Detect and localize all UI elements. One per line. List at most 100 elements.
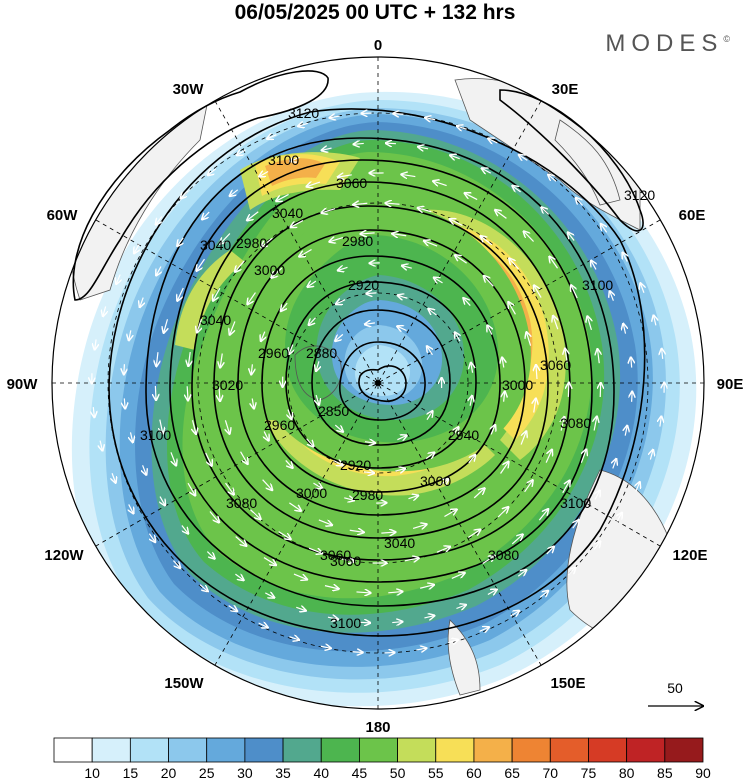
wind-vector: [538, 509, 548, 521]
colorbar-swatch: [53, 737, 93, 763]
wind-vector: [344, 498, 354, 501]
wind-vector: [520, 432, 526, 445]
wind-vector: [156, 352, 158, 366]
wind-vector: [418, 208, 432, 212]
map-title: 06/05/2025 00 UTC + 132 hrs: [234, 1, 516, 24]
wind-vector: [424, 241, 438, 247]
colorbar-tick-label: 15: [123, 765, 139, 781]
wind-vector: [334, 424, 343, 432]
wind-vector: [424, 616, 434, 618]
contour-label: 3060: [540, 357, 571, 373]
wind-vector: [662, 349, 663, 359]
longitude-labels: 0 30W 30E 60W 60E 90W 90E 120W 120E 150W…: [7, 37, 744, 736]
wind-vector: [225, 420, 229, 433]
wind-vector: [453, 427, 458, 437]
wind-vector: [534, 399, 536, 413]
wind-vector: [587, 316, 591, 331]
wind-vector: [100, 440, 102, 451]
wind-vector: [289, 637, 298, 640]
lon-label-180: 180: [365, 719, 390, 736]
colorbar-tick-label: 60: [466, 765, 482, 781]
wind-vector: [511, 535, 522, 545]
wind-vector: [181, 525, 188, 534]
wind-vector: [597, 349, 599, 364]
wind-vector: [508, 302, 516, 315]
wind-vector: [468, 455, 475, 464]
wind-vector: [333, 461, 343, 466]
wind-vector: [262, 479, 273, 490]
wind-vector: [568, 383, 569, 397]
wind-vector: [208, 168, 217, 175]
wind-vector: [482, 556, 495, 564]
colorbar-tick-label: 85: [657, 765, 673, 781]
contour-label: 3040: [200, 237, 231, 253]
wind-vector: [386, 203, 400, 204]
colorbar-tick-label: 80: [619, 765, 635, 781]
wind-vector: [487, 590, 497, 595]
colorbar-swatch: [435, 737, 475, 763]
wind-vector: [252, 398, 254, 409]
wind-vector: [225, 482, 234, 494]
wind-vector: [309, 317, 317, 325]
wind-vector: [149, 533, 155, 542]
wind-vector: [594, 417, 597, 431]
wind-vector: [364, 442, 375, 443]
wind-vector: [397, 436, 406, 440]
wind-vector: [524, 231, 534, 242]
wind-vector: [261, 237, 273, 247]
wind-vectors: [92, 113, 664, 653]
wind-vector: [401, 174, 416, 176]
contour-label: 3120: [624, 187, 655, 203]
wind-vector: [433, 181, 447, 185]
wind-vector: [129, 504, 134, 513]
wind-vector: [298, 123, 309, 126]
lon-label-30e: 30E: [552, 81, 579, 98]
wind-vector: [392, 622, 402, 623]
wind-vector: [359, 622, 370, 623]
wind-vector: [595, 491, 600, 500]
colorbar: 10 15 20 25 30 35 40 45 50 55 60 65 70 75 80 85 90: [53, 737, 711, 781]
wind-vector: [206, 551, 214, 559]
contour-label: 3060: [336, 175, 367, 191]
wind-vector: [197, 258, 205, 271]
wind-vector: [386, 143, 397, 144]
colorbar-tick-label: 45: [352, 765, 368, 781]
colorbar-tick-label: 65: [504, 765, 520, 781]
wind-vector: [289, 502, 301, 511]
wind-vector: [324, 586, 339, 589]
wind-vector: [248, 292, 256, 305]
contour-label: 3040: [200, 312, 231, 328]
wind-vector: [510, 611, 519, 616]
wind-vector: [562, 481, 570, 494]
colorbar-swatch: [129, 737, 169, 763]
lon-label-120w: 120W: [44, 547, 84, 564]
wind-vector: [402, 266, 412, 269]
colorbar-tick-label: 75: [581, 765, 597, 781]
lon-label-60w: 60W: [47, 207, 79, 224]
wind-vector: [281, 302, 288, 311]
wind-vector: [546, 547, 554, 555]
colorbar-tick-label: 25: [199, 765, 215, 781]
wind-vector: [249, 509, 260, 520]
wind-vector: [654, 316, 656, 326]
wind-vector: [160, 419, 163, 434]
contour-label: 2940: [448, 427, 479, 443]
wind-vector: [112, 473, 116, 482]
colorbar-swatch: [588, 737, 628, 763]
wind-vector: [393, 113, 404, 114]
reference-vector-label: 50: [667, 680, 683, 696]
wind-vector: [381, 532, 395, 533]
wind-vector: [576, 198, 584, 206]
wind-vector: [220, 233, 231, 243]
wind-vector: [539, 591, 548, 598]
colorbar-swatch: [549, 737, 589, 763]
colorbar-swatch: [473, 737, 513, 763]
contour-label: 3000: [420, 473, 451, 489]
wind-vector: [352, 652, 363, 653]
contour-label: 3100: [140, 427, 171, 443]
wind-vector: [581, 450, 586, 463]
contour-label: 2980: [352, 487, 383, 503]
wind-vector: [353, 203, 368, 204]
wind-vector: [188, 352, 190, 366]
wind-vector: [561, 417, 564, 431]
